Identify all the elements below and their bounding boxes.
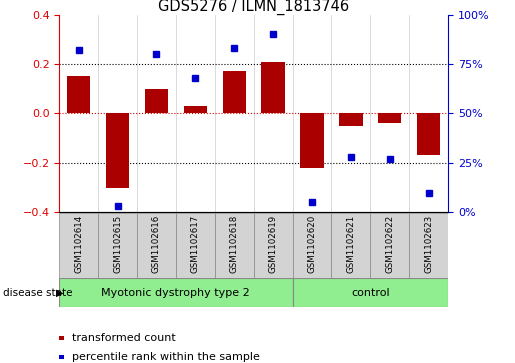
Bar bbox=[67, 76, 90, 114]
Bar bbox=[339, 114, 363, 126]
Bar bbox=[59, 213, 98, 278]
Bar bbox=[59, 278, 293, 307]
Bar bbox=[417, 114, 440, 155]
Text: GSM1102620: GSM1102620 bbox=[307, 215, 316, 273]
Text: GSM1102618: GSM1102618 bbox=[230, 215, 238, 273]
Bar bbox=[262, 61, 285, 114]
Bar bbox=[293, 213, 332, 278]
Bar bbox=[145, 89, 168, 114]
Text: Myotonic dystrophy type 2: Myotonic dystrophy type 2 bbox=[101, 287, 250, 298]
Text: GSM1102621: GSM1102621 bbox=[347, 215, 355, 273]
Text: disease state: disease state bbox=[3, 287, 72, 298]
Text: GSM1102623: GSM1102623 bbox=[424, 215, 433, 273]
Bar bbox=[378, 114, 401, 123]
Bar bbox=[98, 213, 137, 278]
Text: GSM1102617: GSM1102617 bbox=[191, 215, 200, 273]
Text: GSM1102615: GSM1102615 bbox=[113, 215, 122, 273]
Bar bbox=[137, 213, 176, 278]
Bar bbox=[106, 114, 129, 188]
Bar bbox=[253, 213, 293, 278]
Text: GSM1102616: GSM1102616 bbox=[152, 215, 161, 273]
Text: GSM1102619: GSM1102619 bbox=[269, 215, 278, 273]
Bar bbox=[300, 114, 323, 168]
Text: GSM1102622: GSM1102622 bbox=[385, 215, 394, 273]
Bar bbox=[222, 72, 246, 114]
Text: ▶: ▶ bbox=[56, 287, 63, 298]
Text: percentile rank within the sample: percentile rank within the sample bbox=[72, 352, 260, 362]
Bar bbox=[215, 213, 253, 278]
Bar bbox=[184, 106, 207, 114]
Bar bbox=[293, 278, 448, 307]
Text: control: control bbox=[351, 287, 389, 298]
Title: GDS5276 / ILMN_1813746: GDS5276 / ILMN_1813746 bbox=[158, 0, 349, 15]
Bar bbox=[332, 213, 370, 278]
Bar bbox=[370, 213, 409, 278]
Text: transformed count: transformed count bbox=[72, 333, 176, 343]
Bar bbox=[176, 213, 215, 278]
Bar bbox=[409, 213, 448, 278]
Text: GSM1102614: GSM1102614 bbox=[74, 215, 83, 273]
